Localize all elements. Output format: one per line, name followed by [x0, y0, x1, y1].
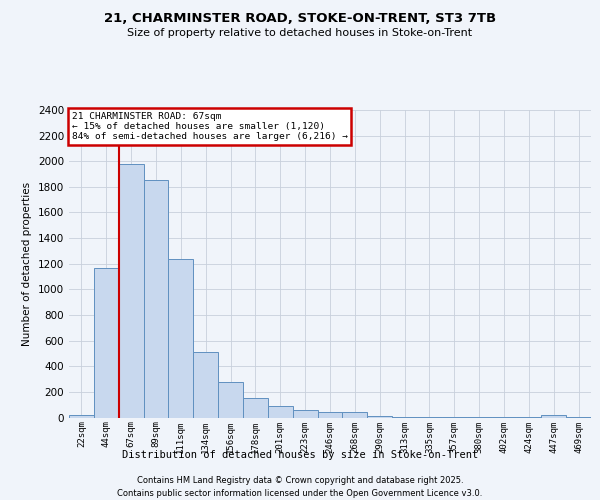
Bar — [343, 412, 367, 418]
Bar — [268, 406, 293, 417]
Bar — [143, 180, 169, 418]
Bar — [491, 417, 517, 418]
Text: Contains HM Land Registry data © Crown copyright and database right 2025.: Contains HM Land Registry data © Crown c… — [137, 476, 463, 485]
Bar — [467, 417, 491, 418]
Bar — [293, 410, 317, 418]
Bar — [119, 164, 143, 417]
Text: 21, CHARMINSTER ROAD, STOKE-ON-TRENT, ST3 7TB: 21, CHARMINSTER ROAD, STOKE-ON-TRENT, ST… — [104, 12, 496, 26]
Bar — [169, 258, 193, 418]
Bar — [218, 382, 243, 418]
Bar — [541, 415, 566, 418]
Bar — [517, 417, 541, 418]
Bar — [317, 412, 343, 418]
Y-axis label: Number of detached properties: Number of detached properties — [22, 182, 32, 346]
Bar — [417, 417, 442, 418]
Bar — [193, 352, 218, 418]
Text: Contains public sector information licensed under the Open Government Licence v3: Contains public sector information licen… — [118, 489, 482, 498]
Bar — [69, 415, 94, 418]
Text: Distribution of detached houses by size in Stoke-on-Trent: Distribution of detached houses by size … — [122, 450, 478, 460]
Text: Size of property relative to detached houses in Stoke-on-Trent: Size of property relative to detached ho… — [127, 28, 473, 38]
Bar — [243, 398, 268, 417]
Bar — [367, 416, 392, 418]
Text: 21 CHARMINSTER ROAD: 67sqm
← 15% of detached houses are smaller (1,120)
84% of s: 21 CHARMINSTER ROAD: 67sqm ← 15% of deta… — [71, 112, 347, 142]
Bar — [94, 268, 119, 418]
Bar — [392, 417, 417, 418]
Bar — [442, 417, 467, 418]
Bar — [566, 417, 591, 418]
